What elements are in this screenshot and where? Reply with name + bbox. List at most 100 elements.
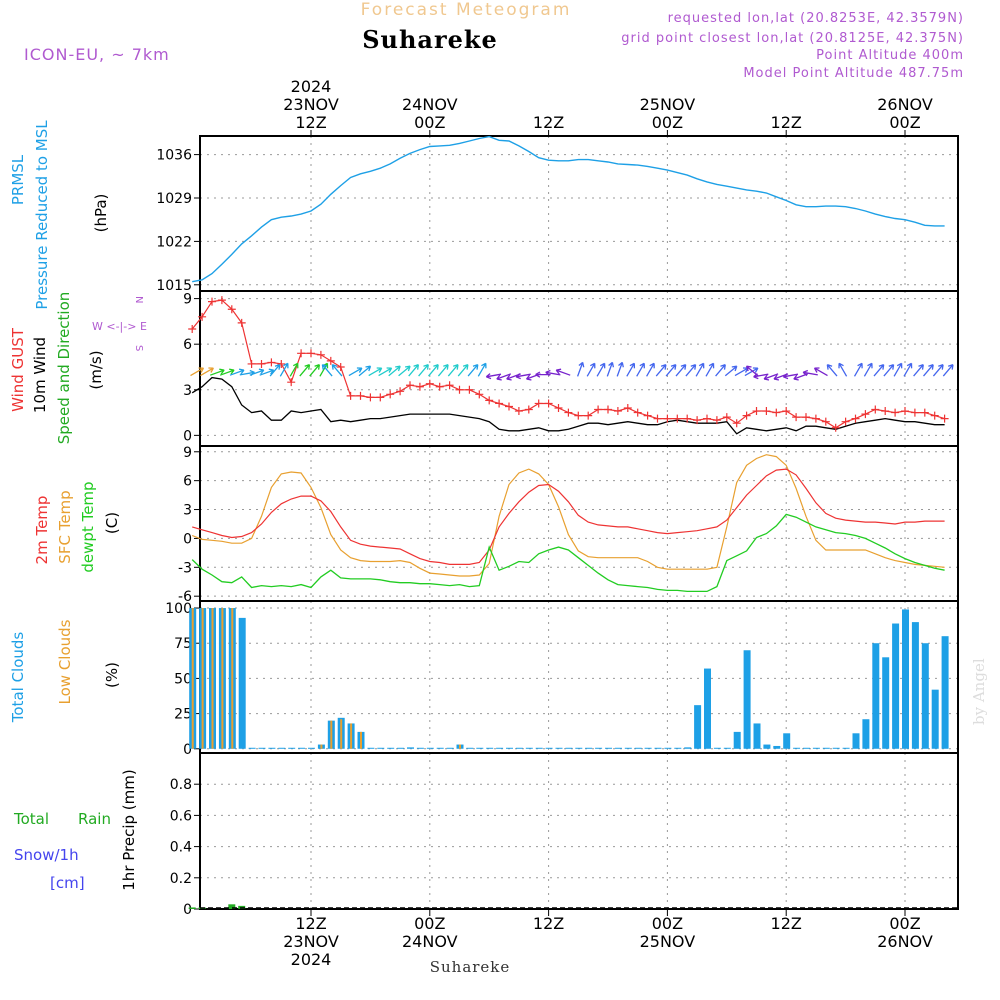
precip-panel: 0 0.2 0.4 0.6 0.8 xyxy=(170,752,959,918)
time-label-bottom: 00Z xyxy=(889,914,920,933)
label-2m-temp: 2m Temp xyxy=(33,496,51,565)
gust-marker xyxy=(435,382,444,391)
label-10m-wind: 10m Wind xyxy=(31,337,49,413)
time-label-bottom: 00Z xyxy=(652,914,683,933)
model-name: ICON-EU, ~ 7km xyxy=(24,45,170,64)
info-model-altitude: Model Point Altitude 487.75m xyxy=(743,66,964,81)
y-tick-label: 0.4 xyxy=(170,840,192,856)
total-cloud-bar xyxy=(911,622,919,749)
gust-marker xyxy=(693,416,702,425)
gust-marker xyxy=(514,407,523,416)
wind-arrow xyxy=(289,362,299,377)
gust-marker xyxy=(415,382,424,391)
wind-arrow xyxy=(378,367,393,377)
wind-arrow xyxy=(744,367,759,377)
gust-marker xyxy=(574,411,583,420)
wind-arrow xyxy=(331,363,343,377)
total-cloud-bar xyxy=(872,643,880,749)
total-cloud-bar xyxy=(852,733,860,749)
low-cloud-bar xyxy=(221,608,224,749)
wind-arrow xyxy=(576,361,585,377)
total-cloud-bar xyxy=(298,747,306,749)
time-label-bottom: 00Z xyxy=(414,914,445,933)
total-cloud-bar xyxy=(426,747,434,749)
dewpoint-line xyxy=(191,513,945,593)
total-cloud-bar xyxy=(605,747,612,749)
wind-arrow xyxy=(685,363,697,377)
total-cloud-bar xyxy=(278,747,286,749)
total-cloud-bar xyxy=(941,636,949,749)
gust-marker xyxy=(208,297,216,306)
total-cloud-bar xyxy=(892,623,900,749)
total-cloud-bar xyxy=(486,747,494,749)
gust-marker xyxy=(802,413,810,422)
clouds-frame xyxy=(199,600,959,754)
total-cloud-bar xyxy=(565,747,573,749)
wind-arrow xyxy=(838,362,848,377)
total-cloud-bar xyxy=(634,747,642,749)
wind-arrow xyxy=(467,363,479,377)
wind-arrow xyxy=(596,362,606,377)
gust-marker xyxy=(861,410,870,419)
info-gridpoint: grid point closest lon,lat (20.8125E, 42… xyxy=(621,31,964,46)
gust-marker xyxy=(297,349,306,358)
gust-marker xyxy=(267,358,276,367)
wind-arrow xyxy=(893,362,903,377)
wind-arrow xyxy=(200,367,214,377)
footer-location: Suhareke xyxy=(430,958,511,976)
total-cloud-bar xyxy=(654,747,662,749)
label-hpa: (hPa) xyxy=(92,194,110,233)
gust-marker xyxy=(227,305,236,314)
time-label-bottom: 12Z xyxy=(533,914,564,933)
wind-arrow xyxy=(545,369,561,377)
total-cloud-bar xyxy=(644,747,652,749)
time-label-bottom: 23NOV xyxy=(283,932,339,951)
wind-arrow xyxy=(655,363,667,377)
wind-arrow xyxy=(695,362,705,377)
total-cloud-bar xyxy=(466,747,474,749)
gust-marker xyxy=(475,390,484,399)
gust-marker xyxy=(336,362,345,371)
gust-marker xyxy=(425,379,434,388)
gust-marker xyxy=(247,359,256,368)
total-cloud-bar xyxy=(763,744,771,749)
gust-marker xyxy=(287,378,296,387)
time-label-top: 12Z xyxy=(295,113,326,132)
wind-arrow xyxy=(428,363,439,377)
total-cloud-bar xyxy=(753,723,761,749)
clouds-panel: 0 25 50 75 100 xyxy=(165,600,959,758)
pressure-line xyxy=(192,135,945,283)
gust-marker xyxy=(366,393,375,402)
wind-arrow xyxy=(398,365,411,377)
low-cloud-bar xyxy=(330,720,333,749)
y-tick-label: 6 xyxy=(183,337,192,353)
y-tick-label: 0.2 xyxy=(170,871,192,887)
total-cloud-bar xyxy=(258,747,266,749)
y-tick-label: 1022 xyxy=(156,234,192,250)
gust-marker xyxy=(406,381,414,390)
total-cloud-bar xyxy=(575,747,583,749)
label-c: (C) xyxy=(103,512,121,534)
label-1hr-precip: 1hr Precip (mm) xyxy=(120,769,138,890)
total-cloud-bar xyxy=(793,747,801,749)
gust-marker xyxy=(396,387,405,396)
wind-arrow xyxy=(269,363,281,377)
gust-marker xyxy=(613,407,622,416)
wind-arrow xyxy=(782,373,799,380)
wind-arrow xyxy=(665,363,677,377)
gust-marker xyxy=(772,408,781,417)
wind-arrow xyxy=(321,363,333,377)
gust-marker xyxy=(881,407,890,416)
subtitle: Forecast Meteogram xyxy=(361,0,572,20)
gust-marker xyxy=(307,349,315,358)
info-requested: requested lon,lat (20.8253E, 42.3579N) xyxy=(668,11,964,26)
gust-marker xyxy=(445,381,454,390)
wind-arrow xyxy=(942,363,954,377)
total-cloud-bar xyxy=(515,747,523,749)
wind-arrow xyxy=(408,363,420,377)
y-tick-label: 25 xyxy=(174,707,192,723)
precip-frame xyxy=(199,752,959,910)
total-cloud-bar xyxy=(545,747,553,749)
gust-marker xyxy=(584,411,593,420)
wind-arrow xyxy=(219,368,235,376)
